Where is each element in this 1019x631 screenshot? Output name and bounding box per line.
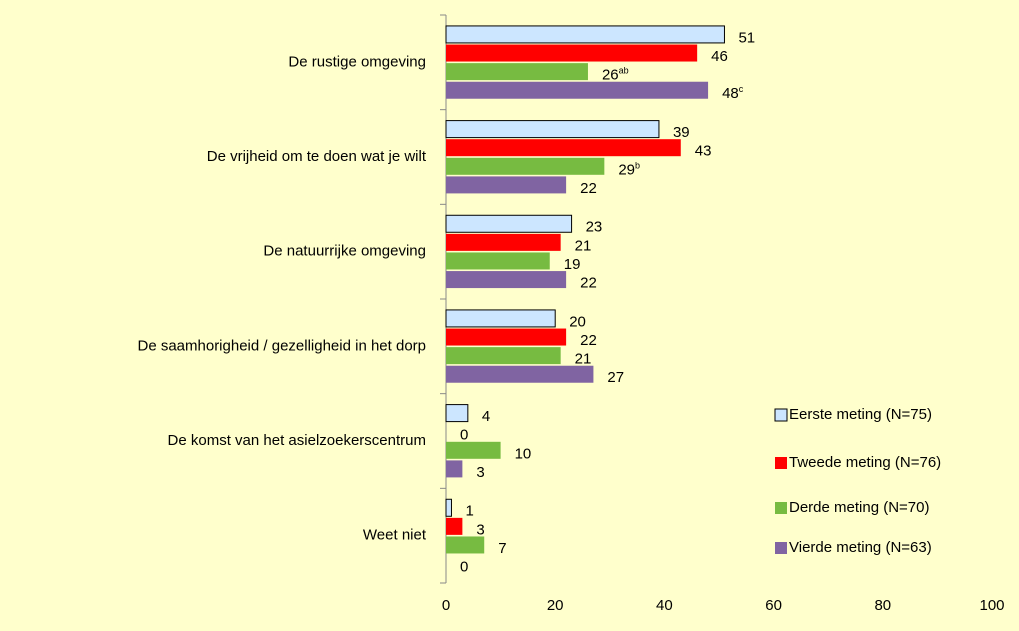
legend-label: Derde meting (N=70)	[789, 499, 929, 516]
bar	[446, 139, 681, 157]
bar	[446, 271, 567, 289]
bar	[446, 44, 698, 62]
bar	[446, 441, 501, 459]
x-tick-label: 60	[765, 597, 782, 614]
x-tick-label: 20	[547, 597, 564, 614]
y-tick-label: De vrijheid om te doen wat je wilt	[207, 148, 427, 165]
bar	[445, 404, 469, 423]
bar	[446, 328, 567, 346]
value-label: 26ab	[602, 66, 629, 84]
bar	[446, 252, 550, 270]
bar	[445, 25, 725, 44]
y-tick-label: De rustige omgeving	[288, 53, 426, 70]
value-label: 3	[476, 464, 484, 481]
bar	[445, 214, 573, 233]
bar	[445, 498, 452, 517]
x-tick-label: 80	[874, 597, 891, 614]
value-label: 22	[580, 332, 597, 349]
value-label: 20	[569, 313, 586, 330]
legend-label: Eerste meting (N=75)	[789, 406, 932, 423]
value-label: 48c	[722, 85, 744, 103]
legend-swatch	[774, 408, 788, 422]
legend-label: Tweede meting (N=76)	[789, 454, 941, 471]
value-label: 27	[607, 369, 624, 386]
value-label: 3	[476, 521, 484, 538]
value-label: 39	[673, 124, 690, 141]
value-label: 21	[575, 237, 592, 254]
value-label: 51	[738, 29, 755, 46]
bar	[446, 233, 561, 251]
bar	[446, 536, 485, 554]
bar	[446, 176, 567, 194]
value-label: 22	[580, 275, 597, 292]
legend-swatch	[775, 542, 787, 554]
value-label: 0	[460, 559, 468, 576]
value-label: 10	[515, 445, 532, 462]
legend-swatch	[775, 457, 787, 469]
bar	[446, 63, 588, 81]
value-label: 22	[580, 180, 597, 197]
y-tick-label: De saamhorigheid / gezelligheid in het d…	[137, 337, 426, 354]
value-label: 19	[564, 256, 581, 273]
bar	[446, 517, 463, 535]
bar	[446, 365, 594, 383]
bar	[446, 81, 709, 99]
y-tick-label: De komst van het asielzoekerscentrum	[168, 432, 426, 449]
legend-label: Vierde meting (N=63)	[789, 539, 932, 556]
y-tick-label: Weet niet	[363, 527, 427, 544]
bar	[445, 120, 660, 139]
value-label: 29b	[618, 161, 640, 179]
value-label: 21	[575, 351, 592, 368]
bar	[446, 157, 605, 175]
value-label: 1	[465, 503, 473, 520]
bar	[445, 309, 556, 328]
value-label: 0	[460, 427, 468, 444]
bar	[446, 460, 463, 478]
value-label: 23	[586, 219, 603, 236]
bar	[446, 347, 561, 365]
x-tick-label: 0	[442, 597, 450, 614]
x-tick-label: 40	[656, 597, 673, 614]
y-tick-label: De natuurrijke omgeving	[263, 243, 426, 260]
x-tick-label: 100	[979, 597, 1004, 614]
legend-swatch	[775, 502, 787, 514]
value-label: 46	[711, 48, 728, 65]
value-label: 7	[498, 540, 506, 557]
value-label: 4	[482, 408, 490, 425]
value-label: 43	[695, 143, 712, 160]
